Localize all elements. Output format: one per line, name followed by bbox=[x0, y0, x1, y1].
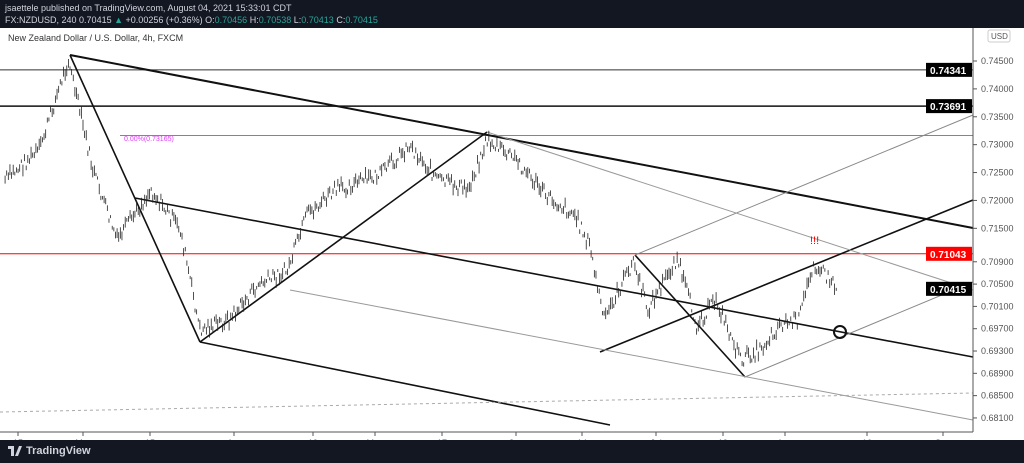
channel-lower bbox=[199, 341, 611, 426]
open-value: 0.70456 bbox=[214, 15, 248, 25]
target-circle bbox=[833, 325, 847, 339]
trendline-july bbox=[634, 254, 746, 378]
close-label: C: bbox=[336, 15, 346, 25]
y-tick-label: 0.72000 bbox=[981, 195, 1014, 205]
symbol-info: FX:NZDUSD, 240 0.70415 ▲ +0.00256 (+0.36… bbox=[5, 15, 378, 25]
price-label: 0.71043 bbox=[930, 250, 967, 261]
low-label: L: bbox=[293, 15, 302, 25]
y-tick-label: 0.68900 bbox=[981, 368, 1014, 378]
y-tick-label: 0.69700 bbox=[981, 324, 1014, 334]
currency-label: USD bbox=[991, 32, 1008, 41]
y-tick-label: 0.74500 bbox=[981, 56, 1014, 66]
tradingview-logo-icon bbox=[8, 446, 22, 456]
brand-name: TradingView bbox=[26, 445, 91, 457]
parallel-lower bbox=[744, 281, 974, 378]
channel-line-lower bbox=[289, 289, 974, 421]
publisher-line: jsaettele published on TradingView.com, … bbox=[5, 3, 292, 13]
median-line bbox=[486, 131, 974, 291]
open-label: O: bbox=[205, 15, 215, 25]
chart-header: jsaettele published on TradingView.com, … bbox=[0, 0, 1024, 28]
up-arrow-icon: ▲ bbox=[114, 15, 124, 25]
price-label-box bbox=[926, 246, 972, 261]
currency-badge[interactable] bbox=[987, 29, 1011, 43]
y-tick-label: 0.70900 bbox=[981, 257, 1014, 267]
low-value: 0.70413 bbox=[301, 15, 334, 25]
trendline-rising-support bbox=[599, 199, 974, 353]
y-tick-label: 0.73000 bbox=[981, 140, 1014, 150]
y-tick-label: 0.69300 bbox=[981, 346, 1014, 356]
y-tick-label: 0.73500 bbox=[981, 112, 1014, 122]
trendline-upper bbox=[69, 54, 974, 229]
y-tick-label: 0.70100 bbox=[981, 301, 1014, 311]
y-tick-label: 0.68100 bbox=[981, 413, 1014, 423]
parallel-upper bbox=[634, 114, 974, 256]
last-price: 0.70415 bbox=[79, 15, 112, 25]
price-label-box bbox=[926, 281, 972, 296]
price-label: 0.70415 bbox=[930, 285, 967, 296]
y-tick-label: 0.70500 bbox=[981, 279, 1014, 289]
high-value: 0.70538 bbox=[258, 15, 292, 25]
y-tick-label: 0.68500 bbox=[981, 391, 1014, 401]
y-tick-label: 0.74000 bbox=[981, 84, 1014, 94]
price-chart[interactable]: 0.74500 0.74000 0.73500 0.73000 0.72500 0.720… bbox=[0, 28, 1024, 448]
footer: TradingView bbox=[0, 440, 1024, 463]
channel-middle bbox=[134, 197, 974, 358]
change: +0.00256 (+0.36%) bbox=[125, 15, 203, 25]
high-label: H: bbox=[249, 15, 259, 25]
chart-area[interactable]: 0.74500 0.74000 0.73500 0.73000 0.72500 0.720… bbox=[0, 28, 1024, 448]
fib-label: 0.00%(0.73165) bbox=[124, 136, 174, 143]
price-label-box bbox=[926, 62, 972, 77]
y-tick-label: 0.72500 bbox=[981, 168, 1014, 178]
price-label-box bbox=[926, 99, 972, 114]
price-label: 0.73691 bbox=[930, 102, 967, 113]
symbol: FX:NZDUSD, 240 bbox=[5, 15, 77, 25]
close-value: 0.70415 bbox=[345, 15, 378, 25]
tradingview-logo[interactable]: TradingView bbox=[8, 445, 91, 457]
y-tick-label: 0.71500 bbox=[981, 223, 1014, 233]
exclaim-annotation: !!! bbox=[810, 235, 819, 247]
price-label: 0.74341 bbox=[930, 66, 967, 77]
dashed-trendline bbox=[0, 392, 974, 413]
chart-title: New Zealand Dollar / U.S. Dollar, 4h, FX… bbox=[8, 33, 183, 43]
